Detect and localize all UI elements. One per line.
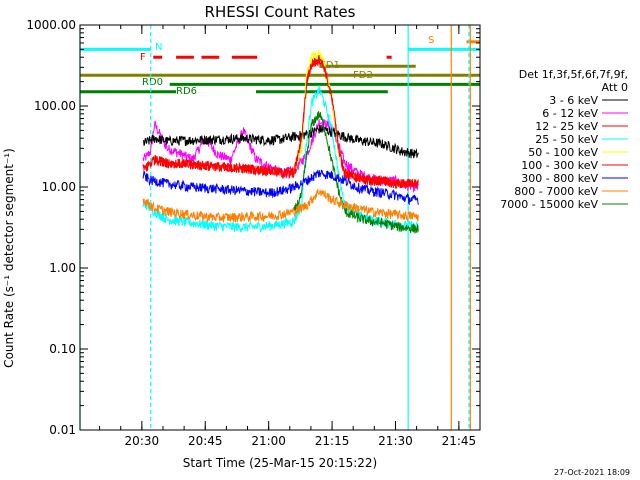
y-tick-label: 1.00	[49, 261, 76, 275]
annotation-label-fd2: FD2	[353, 70, 373, 81]
annotation-layer: NF S FD1 FD2 RD0 RD6	[80, 35, 480, 97]
annotation-label-s: S	[428, 35, 434, 46]
legend-entry-label: 800 - 7000 keV	[514, 185, 598, 198]
annotation-f: F	[140, 52, 392, 63]
annotation-rd6: RD6	[80, 86, 388, 97]
legend-entry-label: 100 - 300 keV	[521, 159, 598, 172]
legend-entry-label: 12 - 25 keV	[535, 120, 598, 133]
x-axis-label: Start Time (25-Mar-15 20:15:22)	[183, 456, 377, 470]
annotation-label-n: N	[155, 42, 162, 53]
series-line-25-50kev	[142, 85, 419, 233]
legend-header-line2: Att 0	[602, 81, 628, 94]
series-line-100-300kev	[142, 55, 419, 190]
x-tick-label: 21:30	[378, 434, 413, 448]
y-tick-label: 100.00	[34, 99, 76, 113]
annotation-fd1: FD1	[319, 60, 416, 71]
annotation-label-rd0: RD0	[142, 77, 163, 88]
timestamp: 27-Oct-2021 18:09	[554, 468, 630, 477]
series-line-300-800kev	[142, 169, 419, 206]
y-tick-label: 1000.00	[26, 18, 76, 32]
series-line-3-6kev	[142, 125, 419, 159]
x-tick-label: 21:15	[315, 434, 350, 448]
chart-title: RHESSI Count Rates	[205, 3, 356, 21]
legend-header-line1: Det 1f,3f,5f,6f,7f,9f,	[519, 68, 628, 81]
x-tick-label: 21:45	[442, 434, 477, 448]
axes-layer: 0.01 0.10 1.00 10.00 100.00 1000.00 20:30 20:45…	[26, 18, 481, 448]
annotation-rd0: RD0	[142, 77, 480, 88]
y-tick-label: 10.00	[42, 180, 76, 194]
legend-entry-label: 50 - 100 keV	[528, 146, 598, 159]
x-tick-label: 20:45	[188, 434, 223, 448]
legend-entry-label: 6 - 12 keV	[542, 107, 598, 120]
legend-entry-label: 25 - 50 keV	[535, 133, 598, 146]
annotation-n: N	[80, 42, 480, 53]
y-axis-label: Count Rate (s⁻¹ detector segment⁻¹)	[2, 148, 16, 368]
series-line-800-7000kev	[142, 188, 419, 223]
annotation-fd2: FD2	[80, 70, 480, 81]
series-layer	[142, 48, 419, 234]
legend: Det 1f,3f,5f,6f,7f,9f, Att 0 3 - 6 keV6 …	[500, 68, 628, 211]
legend-entry-label: 3 - 6 keV	[549, 94, 598, 107]
series-line-7000-15000kev	[293, 111, 419, 234]
y-tick-label: 0.01	[49, 423, 76, 437]
annotation-label-f: F	[140, 52, 146, 63]
annotation-label-fd1: FD1	[320, 60, 340, 71]
y-tick-label: 0.10	[49, 342, 76, 356]
plot-frame	[79, 24, 481, 431]
annotation-label-rd6: RD6	[176, 86, 197, 97]
x-tick-label: 21:00	[251, 434, 286, 448]
legend-entry-label: 300 - 800 keV	[521, 172, 598, 185]
legend-entry-label: 7000 - 15000 keV	[500, 198, 598, 211]
x-tick-label: 20:30	[125, 434, 160, 448]
